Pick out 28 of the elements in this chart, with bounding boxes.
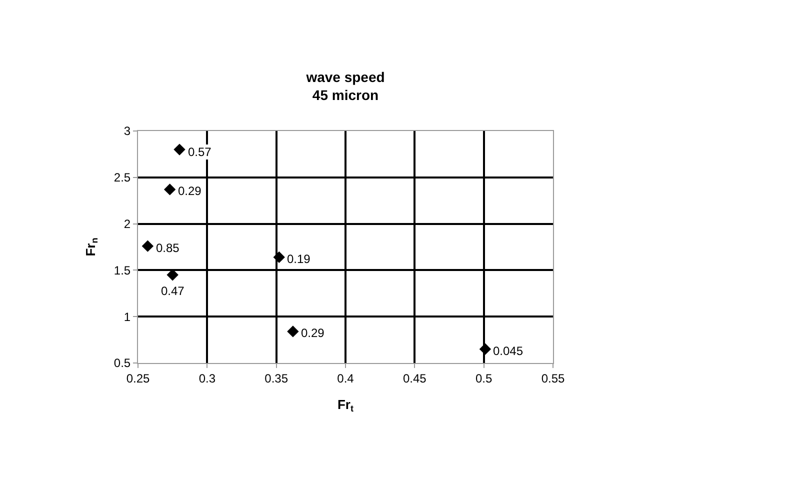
x-tick-label: 0.45 [402, 371, 427, 386]
annotation: 0.19 [287, 252, 311, 266]
point [273, 251, 285, 264]
y-tick-label: 2 [124, 217, 131, 231]
annotation: 0.29 [178, 184, 202, 198]
x-tick-label: 0.25 [126, 371, 150, 386]
x-axis-title: Fr$_{t}$ [337, 397, 354, 414]
x-tick-label: 0.3 [198, 371, 216, 386]
y-tick-label: 3 [124, 124, 131, 138]
y-tick-label: 1 [124, 310, 131, 324]
y-tick-label: 1.5 [114, 263, 131, 278]
x-tick-label: 0.35 [264, 371, 288, 386]
point [479, 343, 492, 355]
y-tick-label: 0.5 [114, 356, 131, 370]
annotation: 0.85 [156, 241, 180, 255]
x-tick-label: 0.5 [475, 371, 492, 386]
x-tick-label: 0.4 [337, 371, 354, 386]
point [174, 144, 186, 156]
annotation: 0.57 [188, 145, 212, 159]
point [287, 326, 299, 338]
annotation: 0.47 [161, 284, 185, 298]
y-tick-label: 2.5 [114, 170, 131, 185]
x-tick-label: 0.55 [541, 371, 565, 386]
point [142, 240, 154, 252]
annotation: 0.29 [301, 326, 325, 340]
annotation: 0.045 [493, 344, 524, 358]
chart-title: wave speed 45 micron [305, 69, 385, 104]
point [164, 184, 176, 196]
